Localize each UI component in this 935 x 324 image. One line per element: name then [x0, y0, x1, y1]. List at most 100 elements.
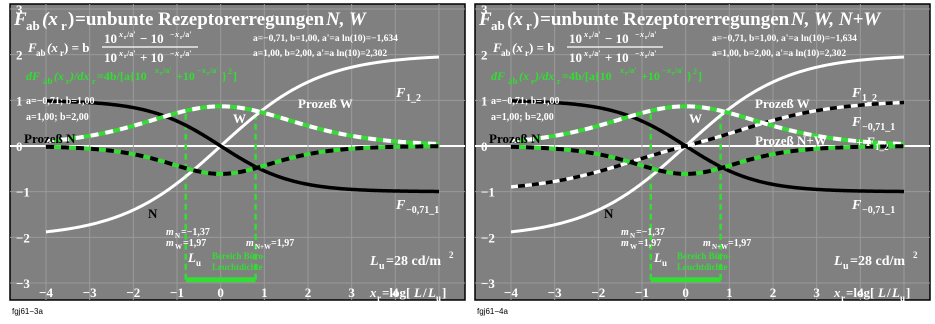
left-label-process-n: Prozeß N: [24, 131, 76, 146]
svg-text:2: 2: [693, 67, 697, 76]
right-area-label-2: Leuchtdichte: [677, 262, 728, 272]
svg-text:2: 2: [228, 67, 232, 76]
svg-text:=log[: =log[: [846, 285, 874, 300]
right-x-tick-label: 0: [682, 285, 689, 300]
svg-text:u: u: [379, 261, 385, 272]
right-grid: [475, 4, 930, 300]
svg-text:+10: +10: [176, 69, 195, 83]
right-lu-label: L u: [653, 250, 667, 268]
svg-text:2: 2: [913, 250, 918, 260]
left-x-tick-label: 4: [392, 285, 399, 300]
svg-text:F: F: [851, 86, 862, 101]
right-y-tick-label: 0: [481, 139, 488, 154]
right-legend-a1: a=−0,71; b=1,00: [491, 96, 560, 107]
left-lu-value: L u =28 cd/m 2: [369, 250, 454, 272]
right-y-tick-label: 1: [481, 93, 488, 108]
svg-text:1_2: 1_2: [875, 142, 889, 152]
svg-text:=28 cd/m: =28 cd/m: [850, 254, 905, 269]
right-title-close: ): [533, 9, 539, 30]
left-label-n: N: [148, 206, 158, 221]
svg-text:u: u: [662, 258, 667, 268]
left-y-tick-label: 2: [16, 48, 23, 63]
right-main-formula: F ab (x r ) = b 10 x r /a' − 10 − x r /a…: [492, 30, 663, 65]
svg-text:L: L: [187, 250, 196, 265]
svg-text:=1,97: =1,97: [183, 238, 206, 249]
left-x-axis-label: x r =log[ L / L u ]: [369, 285, 446, 303]
svg-text:m: m: [166, 238, 174, 249]
right-title-xr: (x: [507, 9, 523, 30]
svg-text:1_2: 1_2: [406, 93, 421, 104]
svg-text:L: L: [427, 285, 436, 300]
svg-text:=4b/[a{10: =4b/[a{10: [97, 69, 147, 83]
svg-text:r: r: [160, 71, 163, 77]
svg-text:ab: ab: [43, 76, 53, 86]
svg-text:=log[: =log[: [382, 285, 410, 300]
svg-text:x: x: [118, 30, 123, 39]
right-lu-value: L u =28 cd/m 2: [833, 250, 918, 272]
left-label-f071: F −0,71_1: [395, 198, 439, 216]
right-x-tick-label: −1: [635, 285, 649, 300]
svg-text:r: r: [672, 71, 675, 77]
svg-text:u: u: [900, 293, 905, 303]
svg-text:−: −: [635, 30, 640, 39]
left-title-xr-sub: r: [61, 18, 67, 33]
svg-text:L: L: [653, 250, 662, 265]
svg-text:/a': /a': [162, 66, 171, 75]
svg-text:x: x: [583, 49, 588, 58]
svg-text:r: r: [66, 77, 70, 86]
svg-text:1_2: 1_2: [862, 93, 877, 104]
svg-text:L: L: [413, 285, 422, 300]
svg-text:}: }: [222, 69, 227, 83]
svg-text:L: L: [877, 285, 886, 300]
svg-text:x: x: [174, 49, 179, 58]
left-plot-background: [9, 3, 466, 301]
left-y-tick-label: −2: [16, 230, 30, 245]
left-derivative-formula: dF ab (x r )/dx r =4b/[a{10 x r /a' +10 …: [26, 66, 237, 86]
right-x-tick-label: 2: [770, 285, 777, 300]
left-y-tick-label: 3: [16, 2, 23, 17]
left-title-text: =unbunte Rezeptorerregungen: [75, 9, 325, 30]
right-x-tick-label: −4: [504, 285, 518, 300]
left-title-vars: N, W: [325, 9, 367, 30]
left-x-tick-label: −2: [126, 285, 140, 300]
svg-text:(x: (x: [47, 40, 58, 55]
right-label-process-nw: Prozeß N+W: [755, 133, 827, 148]
left-grid: [10, 4, 465, 300]
svg-text:]: ]: [233, 69, 237, 83]
svg-text:−: −: [170, 49, 175, 58]
right-x-tick-label: 3: [813, 285, 820, 300]
right-x-tick-label: −2: [591, 285, 605, 300]
svg-text:L: L: [891, 285, 900, 300]
svg-text:x: x: [619, 66, 624, 75]
svg-text:dF: dF: [491, 69, 505, 83]
svg-text:/a': /a': [182, 49, 191, 58]
svg-text:−: −: [635, 49, 640, 58]
svg-text:m: m: [166, 227, 174, 238]
svg-text:W: W: [630, 243, 637, 251]
svg-text:x: x: [174, 30, 179, 39]
svg-text:x: x: [118, 49, 123, 58]
right-title-f: F: [478, 9, 492, 30]
svg-text:/a': /a': [182, 30, 191, 39]
svg-text:/a': /a': [647, 49, 656, 58]
left-y-tick-label: 0: [16, 139, 23, 154]
svg-text:r: r: [180, 54, 183, 60]
svg-text:ab: ab: [508, 76, 518, 86]
svg-text:F: F: [865, 134, 875, 149]
right-title-text: =unbunte Rezeptorerregungen: [540, 9, 790, 30]
left-series-process-n: [45, 99, 440, 194]
left-x-tick-label: −1: [170, 285, 184, 300]
svg-text:m: m: [621, 238, 629, 249]
svg-text:/a': /a': [126, 49, 135, 58]
right-series-process-n: [510, 99, 905, 194]
svg-text:/a': /a': [591, 49, 600, 58]
right-legend-a2: a=1,00; b=2,00: [491, 112, 554, 123]
left-params-line1: a=−0,71, b=1,00, a'=a ln(10)=−1,634: [253, 33, 398, 44]
right-label-process-w: Prozeß W: [755, 96, 810, 111]
left-y-tick-label: −1: [16, 185, 30, 200]
svg-text:W: W: [175, 243, 182, 251]
right-title-f-sub: ab: [491, 18, 505, 33]
